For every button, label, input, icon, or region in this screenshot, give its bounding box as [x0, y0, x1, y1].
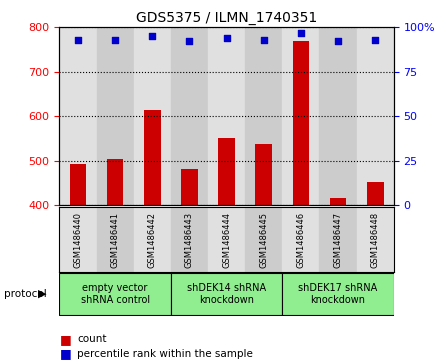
- Point: [297, 30, 304, 36]
- Bar: [134, 207, 171, 272]
- Bar: [245, 27, 282, 205]
- Bar: [134, 27, 171, 205]
- Text: ▶: ▶: [37, 289, 46, 299]
- Bar: [319, 27, 357, 205]
- Text: GSM1486441: GSM1486441: [110, 212, 120, 268]
- FancyBboxPatch shape: [282, 273, 394, 315]
- Text: percentile rank within the sample: percentile rank within the sample: [77, 349, 253, 359]
- Text: ■: ■: [59, 347, 71, 360]
- Point: [223, 35, 230, 41]
- Bar: [357, 207, 394, 272]
- Text: shDEK14 shRNA
knockdown: shDEK14 shRNA knockdown: [187, 283, 266, 305]
- FancyBboxPatch shape: [171, 273, 282, 315]
- Bar: [357, 27, 394, 205]
- Bar: [208, 207, 245, 272]
- Bar: [218, 138, 235, 205]
- Bar: [171, 27, 208, 205]
- Text: shDEK17 shRNA
knockdown: shDEK17 shRNA knockdown: [298, 283, 378, 305]
- Point: [186, 38, 193, 44]
- Bar: [282, 27, 319, 205]
- Text: empty vector
shRNA control: empty vector shRNA control: [81, 283, 150, 305]
- Bar: [282, 207, 319, 272]
- FancyBboxPatch shape: [59, 273, 171, 315]
- Bar: [96, 27, 134, 205]
- Bar: [330, 199, 346, 205]
- Point: [260, 37, 267, 42]
- Text: protocol: protocol: [4, 289, 47, 299]
- Text: GSM1486445: GSM1486445: [259, 212, 268, 268]
- Text: GSM1486446: GSM1486446: [297, 212, 305, 268]
- Bar: [255, 144, 272, 205]
- Bar: [245, 207, 282, 272]
- Text: GSM1486443: GSM1486443: [185, 212, 194, 268]
- Bar: [208, 27, 245, 205]
- Bar: [59, 207, 96, 272]
- Bar: [59, 27, 96, 205]
- Bar: [70, 164, 86, 205]
- Point: [372, 37, 379, 42]
- Bar: [144, 110, 161, 205]
- Text: GSM1486448: GSM1486448: [371, 212, 380, 268]
- Bar: [319, 207, 357, 272]
- Point: [112, 37, 119, 42]
- Bar: [171, 207, 208, 272]
- Bar: [293, 41, 309, 205]
- Bar: [367, 182, 384, 205]
- Text: count: count: [77, 334, 106, 344]
- Bar: [107, 159, 124, 205]
- Bar: [181, 169, 198, 205]
- Point: [74, 37, 81, 42]
- Text: GSM1486447: GSM1486447: [334, 212, 343, 268]
- Point: [334, 38, 341, 44]
- Text: GSM1486442: GSM1486442: [148, 212, 157, 268]
- Point: [149, 33, 156, 39]
- Text: ■: ■: [59, 333, 71, 346]
- Bar: [96, 207, 134, 272]
- Text: GSM1486440: GSM1486440: [73, 212, 82, 268]
- Text: GSM1486444: GSM1486444: [222, 212, 231, 268]
- Title: GDS5375 / ILMN_1740351: GDS5375 / ILMN_1740351: [136, 11, 317, 25]
